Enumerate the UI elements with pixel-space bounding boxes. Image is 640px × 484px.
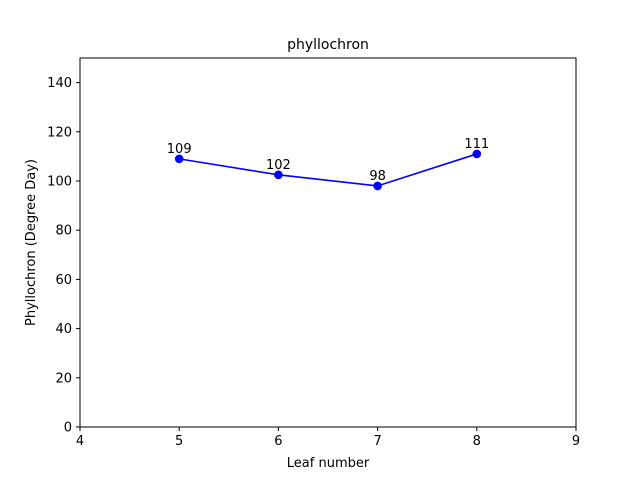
- x-tick-label: 4: [76, 434, 84, 449]
- x-tick-label: 8: [473, 434, 481, 449]
- y-tick-label: 0: [64, 421, 72, 436]
- data-label: 98: [369, 169, 386, 184]
- y-tick-label: 140: [47, 76, 72, 91]
- x-axis-ticks: 4 5 6 7 8 9: [76, 427, 580, 449]
- x-axis-label: Leaf number: [287, 456, 370, 471]
- data-point: [274, 170, 283, 180]
- data-label: 109: [167, 142, 192, 157]
- y-axis-ticks: 0 20 40 60 80 100 120 140: [47, 76, 80, 436]
- plot-frame: [79, 57, 577, 428]
- x-tick-label: 7: [373, 434, 381, 449]
- series-line: [179, 153, 478, 187]
- data-point: [472, 149, 482, 159]
- data-point: [174, 154, 184, 164]
- y-axis-label: Phyllochron (Degree Day): [24, 159, 39, 326]
- data-point: [373, 181, 382, 191]
- chart-title: phyllochron: [287, 37, 369, 53]
- y-tick-label: 60: [55, 273, 72, 288]
- x-tick-label: 9: [572, 434, 580, 449]
- y-tick-label: 100: [47, 175, 72, 190]
- y-tick-label: 80: [55, 224, 72, 239]
- x-tick-label: 6: [274, 434, 282, 449]
- data-label: 111: [464, 137, 489, 152]
- series-layer: 109 102 98 111: [167, 137, 489, 191]
- data-label: 102: [266, 158, 291, 173]
- y-tick-label: 120: [47, 125, 72, 140]
- x-tick-label: 5: [175, 434, 183, 449]
- y-tick-label: 40: [55, 322, 72, 337]
- y-tick-label: 20: [55, 371, 72, 386]
